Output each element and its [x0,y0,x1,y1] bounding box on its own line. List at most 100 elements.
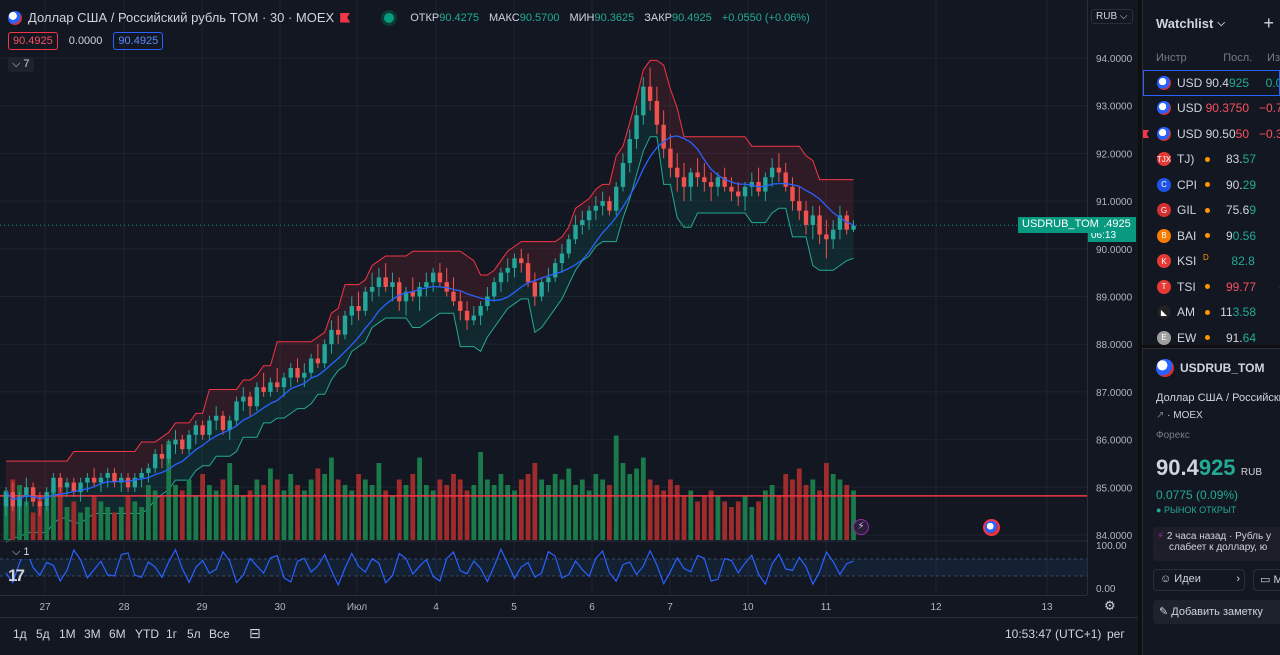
candle [315,344,321,369]
watchlist-change: −0.34 [1259,126,1280,141]
volume-bar [844,485,850,540]
candle [146,463,151,483]
ohlc-values: ОТКР90.4275 МАКС90.5700 МИН90.3625 ЗАКР9… [410,11,810,24]
candle [505,258,510,283]
ask-box[interactable]: 90.4925 [113,32,164,50]
timeframe-1m[interactable]: 1М [59,627,76,641]
timeframe-1y[interactable]: 1г [166,627,178,641]
candle [132,472,138,493]
symbol-logo-icon [1157,75,1171,90]
chart-pane[interactable]: Доллар США / Российский рубль TOM · 30 ·… [0,0,1138,655]
volume-bar [410,474,416,540]
volume-bar [525,474,531,540]
volume-bar [105,507,111,540]
volume-bar [437,479,443,540]
detail-category: Форекс [1156,430,1190,441]
oscillator-count: 1 [23,546,30,558]
timeframe-5d[interactable]: 5д [36,627,50,641]
timeframe-ytd[interactable]: YTD [135,627,159,641]
indicators-collapse-button[interactable]: ⌵ 7 [8,57,34,72]
currency-selector[interactable]: RUB ⌵ [1091,9,1133,24]
watchlist-last: 83.57 [1225,152,1256,167]
price-tick-label: 86.0000 [1096,436,1133,447]
watchlist-row[interactable]: E EW 91.641. [1143,325,1280,345]
volume-bar [295,485,300,540]
candle [234,396,239,426]
add-symbol-icon[interactable]: + [1263,13,1274,33]
volume-bar [647,479,653,540]
watchlist-rows: USDF90.49250.07USDF90.3750−0.71USDF90.50… [1143,70,1280,345]
watchlist-row[interactable]: C CPI 90.292. [1143,172,1280,198]
watchlist-row[interactable]: T TSI 99.77−0. [1143,274,1280,300]
volume-bar [430,490,436,540]
detail-symbol[interactable]: USDRUB_TOM [1180,361,1265,375]
bid-box[interactable]: 90.4925 [8,32,58,50]
candle [552,258,558,283]
chevron-down-icon: ⌵ [1119,11,1128,22]
watchlist-row[interactable]: B BAI 90.561. [1143,223,1280,249]
date-range-icon[interactable]: ⊟ [249,625,261,641]
watchlist-row[interactable]: TJX TJ) 83.570. [1143,147,1280,173]
time-tick-label: 27 [39,602,51,613]
symbol-logo-icon: TJX [1157,152,1171,167]
symbol-title[interactable]: Доллар США / Российский рубль TOM · 30 ·… [28,10,335,25]
add-note-button[interactable]: ✎ Добавить заметку [1153,600,1280,624]
volume-bar [396,479,402,540]
candle [268,377,273,397]
watchlist-row[interactable]: USDF90.4925 0.07 [1143,70,1280,96]
settings-gear-icon[interactable]: ⚙ [1104,598,1116,613]
time-axis[interactable]: 27 28 29 30 Июл 4 5 6 7 10 11 12 13 [0,595,1087,617]
flag-icon[interactable] [1143,130,1149,138]
detail-exchange[interactable]: ↗ · MOEX [1156,410,1203,421]
timeframe-1d[interactable]: 1д [13,627,27,641]
bid-ask-boxes: 90.4925 0.0000 90.4925 [8,32,164,50]
col-symbol[interactable]: Инстр [1156,52,1187,64]
candle [634,105,639,149]
volume-bar [756,501,761,540]
timeframe-6m[interactable]: 6М [109,627,126,641]
col-last[interactable]: Посл. [1223,52,1253,64]
watchlist-row[interactable]: K KSI D 82.83 [1143,249,1280,275]
volume-bar [91,496,97,540]
price-tick-label: 93.0000 [1096,102,1133,113]
supertrend-cloud [5,59,854,543]
timeframe-3m[interactable]: 3М [84,627,101,641]
watchlist-header[interactable]: Watchlist ⌵ + [1143,0,1280,46]
col-change[interactable]: Из [1267,52,1280,64]
price-scale[interactable]: RUB ⌵ 94.0000 93.0000 92.0000 91.0000 90.000… [1087,0,1138,595]
volume-bar [342,485,348,540]
watchlist-title[interactable]: Watchlist [1156,15,1214,31]
candle [397,277,402,311]
volume-bar [634,468,639,540]
volume-bar [742,496,748,540]
volume-bar [505,485,511,540]
clock[interactable]: 10:53:47 (UTC+1) [1005,627,1102,641]
news-item[interactable]: ⚡ 2 часа назад · Рубль у слабеет к долла… [1153,527,1280,561]
watchlist-row[interactable]: G GIL 75.691. [1143,198,1280,224]
tradingview-logo[interactable]: 17 [8,566,25,585]
lightning-icon[interactable]: ⚡ [853,519,869,535]
time-tick-label: 7 [667,602,673,613]
timeframe-5y[interactable]: 5л [187,627,201,641]
timeframe-all[interactable]: Все [209,627,230,641]
watchlist-row[interactable]: ◣ AM 113.580. [1143,300,1280,326]
volume-bar [729,507,734,540]
volume-bar [491,485,497,540]
watchlist-row[interactable]: USDF90.5050 −0.34 [1143,121,1280,147]
watchlist-row[interactable]: USDF90.3750 −0.71 [1143,96,1280,122]
minds-button[interactable]: ▭ M [1253,569,1280,591]
us-event-icon[interactable] [983,519,1000,536]
detail-header[interactable]: USDRUB_TOM [1156,359,1264,377]
session-label[interactable]: рег [1107,627,1125,641]
volume-bar [227,463,233,540]
detail-name: Доллар США / Российский [1156,392,1280,404]
flag-icon[interactable] [340,12,351,23]
price-chart[interactable] [0,0,1087,595]
candle [546,267,551,292]
time-tick-label: 10 [742,602,754,613]
candle [261,372,266,397]
volume-bar [23,501,29,540]
chevron-down-icon[interactable]: ⌵ [1217,17,1225,29]
oscillator-collapse-button[interactable]: ⌵ 1 [8,546,34,559]
ideas-button[interactable]: ☺ Идеи › [1153,569,1245,591]
